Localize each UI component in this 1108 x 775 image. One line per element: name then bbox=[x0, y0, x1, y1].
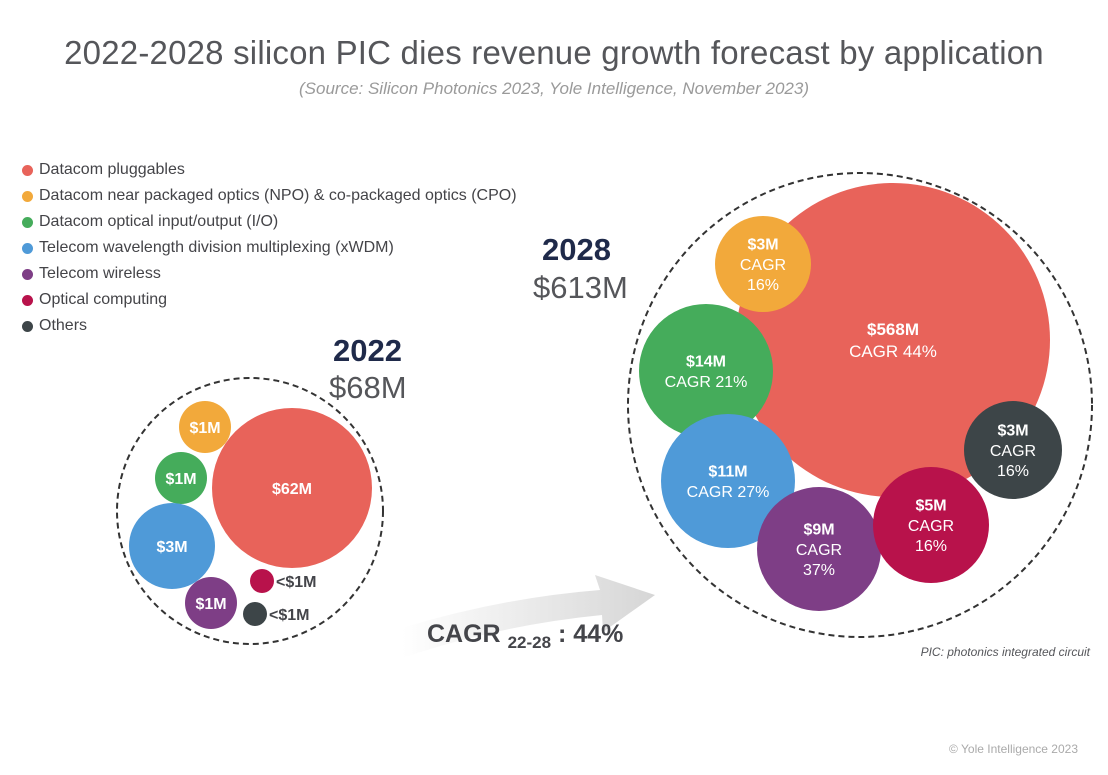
legend-dot-icon bbox=[22, 164, 33, 176]
legend-dot-icon bbox=[22, 268, 33, 280]
legend-label: Datacom pluggables bbox=[39, 161, 185, 178]
bubble-label-2022-5: <$1M bbox=[276, 574, 316, 591]
legend-dot-icon bbox=[22, 320, 33, 332]
bubble-2028-5 bbox=[873, 467, 989, 583]
legend-item: Datacom optical input/output (I/O) bbox=[22, 209, 517, 235]
bubble-cagr-2028-5: 16% bbox=[915, 538, 947, 555]
bubble-cagr-2028-4: CAGR bbox=[796, 542, 842, 559]
bubble-value-2022-4: $1M bbox=[195, 596, 226, 613]
bubble-value-2028-2: $14M bbox=[686, 354, 726, 371]
year-2028-label: 2028 bbox=[542, 232, 611, 267]
legend-item: Telecom wavelength division multiplexing… bbox=[22, 235, 517, 261]
bubble-label-2022-6: <$1M bbox=[269, 607, 309, 624]
legend-item: Datacom near packaged optics (NPO) & co-… bbox=[22, 183, 517, 209]
bubble-cagr-2028-2: CAGR 21% bbox=[665, 374, 748, 391]
bubble-value-2028-6: $3M bbox=[997, 422, 1028, 439]
growth-cagr-value: : 44% bbox=[558, 620, 624, 648]
bubble-value-2028-3: $11M bbox=[708, 464, 747, 481]
bubble-cagr-2028-6: 16% bbox=[997, 463, 1029, 480]
bubble-2022-4 bbox=[185, 577, 237, 629]
bubble-value-2022-3: $3M bbox=[156, 539, 187, 556]
legend-label: Telecom wireless bbox=[39, 265, 161, 282]
bubble-value-2022-1: $1M bbox=[189, 420, 220, 437]
copyright: © Yole Intelligence 2023 bbox=[949, 742, 1078, 756]
bubble-cagr-2028-4: 37% bbox=[803, 562, 835, 579]
total-2022-label: $68M bbox=[329, 370, 407, 405]
growth-cagr-label: CAGR 22-28 : 44% bbox=[427, 620, 623, 653]
group-outline-2028 bbox=[627, 172, 1093, 638]
bubble-cagr-2028-5: CAGR bbox=[908, 518, 954, 535]
bubble-cagr-2028-1: 16% bbox=[747, 277, 779, 294]
bubble-value-2022-0: $62M bbox=[272, 481, 312, 498]
bubble-2022-6 bbox=[243, 602, 267, 626]
chart-title: 2022-2028 silicon PIC dies revenue growt… bbox=[64, 34, 1044, 71]
bubble-cagr-2028-3: CAGR 27% bbox=[687, 484, 770, 501]
bubble-2028-3 bbox=[661, 414, 795, 548]
bubble-2028-1 bbox=[715, 216, 811, 312]
group-outline-2022 bbox=[116, 377, 384, 645]
chart-subtitle: (Source: Silicon Photonics 2023, Yole In… bbox=[299, 79, 809, 98]
legend-item: Optical computing bbox=[22, 287, 517, 313]
legend-item: Others bbox=[22, 313, 517, 339]
bubble-value-2028-5: $5M bbox=[915, 497, 946, 514]
footnote: PIC: photonics integrated circuit bbox=[920, 645, 1090, 659]
growth-cagr-subscript: 22-28 bbox=[507, 633, 552, 652]
legend: Datacom pluggables Datacom near packaged … bbox=[22, 157, 517, 339]
growth-cagr-text: CAGR bbox=[427, 620, 501, 648]
bubble-2022-3 bbox=[129, 503, 215, 589]
legend-label: Telecom wavelength division multiplexing… bbox=[39, 239, 394, 256]
bubble-2022-1 bbox=[179, 401, 231, 453]
legend-label: Optical computing bbox=[39, 291, 168, 308]
bubble-cagr-2028-0: CAGR 44% bbox=[849, 342, 937, 361]
bubble-value-2022-2: $1M bbox=[165, 471, 196, 488]
legend-label: Others bbox=[39, 317, 88, 334]
legend-dot-icon bbox=[22, 190, 33, 202]
bubble-2028-0 bbox=[736, 183, 1050, 497]
growth-arrow bbox=[402, 575, 655, 658]
legend-dot-icon bbox=[22, 294, 33, 306]
legend-item: Datacom pluggables bbox=[22, 157, 517, 183]
bubble-2022-0 bbox=[212, 408, 372, 568]
bubble-cagr-2028-1: CAGR bbox=[740, 257, 786, 274]
legend-dot-icon bbox=[22, 242, 33, 254]
bubble-2028-4 bbox=[757, 487, 881, 611]
legend-label: Datacom near packaged optics (NPO) & co-… bbox=[39, 187, 517, 204]
total-2028-label: $613M bbox=[533, 270, 628, 305]
legend-label: Datacom optical input/output (I/O) bbox=[39, 213, 279, 230]
bubble-2028-6 bbox=[964, 401, 1062, 499]
legend-item: Telecom wireless bbox=[22, 261, 517, 287]
bubble-cagr-2028-6: CAGR bbox=[990, 443, 1036, 460]
bubble-value-2028-4: $9M bbox=[803, 521, 834, 538]
bubble-value-2028-1: $3M bbox=[747, 236, 778, 253]
legend-dot-icon bbox=[22, 216, 33, 228]
bubble-2022-2 bbox=[155, 452, 207, 504]
bubble-2022-5 bbox=[250, 569, 274, 593]
bubble-value-2028-0: $568M bbox=[867, 320, 919, 339]
year-2022-label: 2022 bbox=[333, 333, 402, 368]
bubble-2028-2 bbox=[639, 304, 773, 438]
